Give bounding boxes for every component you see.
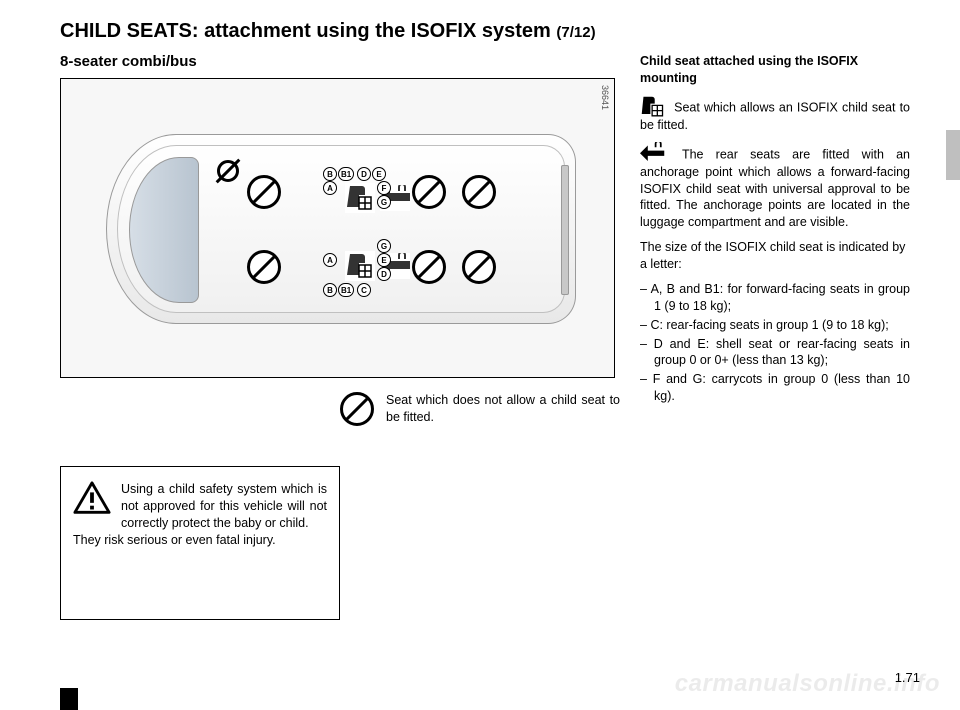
- seat-size-label: C: [357, 283, 371, 297]
- prohibit-icon: [462, 175, 496, 209]
- seat-size-label: E: [377, 253, 391, 267]
- seat-size-label: B1: [338, 167, 354, 181]
- size-list: A, B and B1: for forward-facing seats in…: [640, 281, 910, 405]
- right-p1: Seat which allows an ISOFIX child seat t…: [640, 95, 910, 134]
- seat-size-label: B: [323, 283, 337, 297]
- right-column: Child seat attached using the ISOFIX mou…: [640, 53, 910, 620]
- right-p1-text: Seat which allows an ISOFIX child seat t…: [640, 100, 910, 131]
- prohibit-note-text: Seat which does not allow a child seat t…: [386, 392, 620, 426]
- subtitle: 8-seater combi/bus: [60, 53, 620, 70]
- seat-size-label: A: [323, 253, 337, 267]
- prohibit-icon: [247, 250, 281, 284]
- seat-size-label: G: [377, 239, 391, 253]
- vehicle-outline: B B1 D E A F G G E A D B B1 C: [106, 134, 576, 324]
- prohibit-icon: [462, 250, 496, 284]
- warning-box: Using a child safety system which is not…: [60, 466, 340, 620]
- prohibit-icon: [340, 392, 374, 426]
- warning-text-top: Using a child safety system which is not…: [121, 481, 327, 532]
- rear-window: [561, 165, 569, 295]
- isofix-seat-icon: [345, 251, 375, 281]
- size-item-a: A, B and B1: for forward-facing seats in…: [640, 281, 910, 315]
- anchor-icon: [640, 142, 666, 164]
- title-main: CHILD SEATS: attachment using the ISOFIX…: [60, 20, 556, 42]
- prohibit-icon: [217, 160, 239, 182]
- prohibit-icon: [412, 250, 446, 284]
- size-item-f: F and G: carrycots in group 0 (less than…: [640, 371, 910, 405]
- page-number: 1.71: [895, 670, 920, 685]
- isofix-seat-icon: [345, 183, 375, 213]
- columns: 8-seater combi/bus 36641: [60, 53, 920, 620]
- windshield: [129, 157, 199, 303]
- prohibit-note: Seat which does not allow a child seat t…: [340, 392, 620, 426]
- right-p3: The size of the ISOFIX child seat is ind…: [640, 239, 910, 273]
- seat-size-label: D: [377, 267, 391, 281]
- seat-size-label: B1: [338, 283, 354, 297]
- title-sub: (7/12): [556, 24, 595, 41]
- vehicle-figure: 36641: [60, 78, 615, 378]
- prohibit-icon: [412, 175, 446, 209]
- seat-size-label: D: [357, 167, 371, 181]
- prohibit-icon: [247, 175, 281, 209]
- right-heading: Child seat attached using the ISOFIX mou…: [640, 53, 910, 87]
- page: CHILD SEATS: attachment using the ISOFIX…: [0, 0, 960, 710]
- side-tab: [946, 130, 960, 180]
- seat-size-label: F: [377, 181, 391, 195]
- warning-text-bottom: They risk serious or even fatal injury.: [73, 532, 327, 549]
- seat-size-label: B: [323, 167, 337, 181]
- isofix-seat-icon: [640, 95, 666, 117]
- seat-size-label: A: [323, 181, 337, 195]
- seat-size-label: G: [377, 195, 391, 209]
- warning-triangle-icon: [73, 481, 111, 515]
- right-p2: The rear seats are fitted with an anchor…: [640, 142, 910, 232]
- left-column: 8-seater combi/bus 36641: [60, 53, 620, 620]
- size-item-d: D and E: shell seat or rear-facing seats…: [640, 336, 910, 370]
- figure-id: 36641: [600, 85, 610, 110]
- right-p2-text: The rear seats are fitted with an anchor…: [640, 147, 910, 229]
- seat-size-label: E: [372, 167, 386, 181]
- page-title: CHILD SEATS: attachment using the ISOFIX…: [60, 20, 920, 43]
- size-item-c: C: rear-facing seats in group 1 (9 to 18…: [640, 317, 910, 334]
- footer-black-mark: [60, 688, 78, 710]
